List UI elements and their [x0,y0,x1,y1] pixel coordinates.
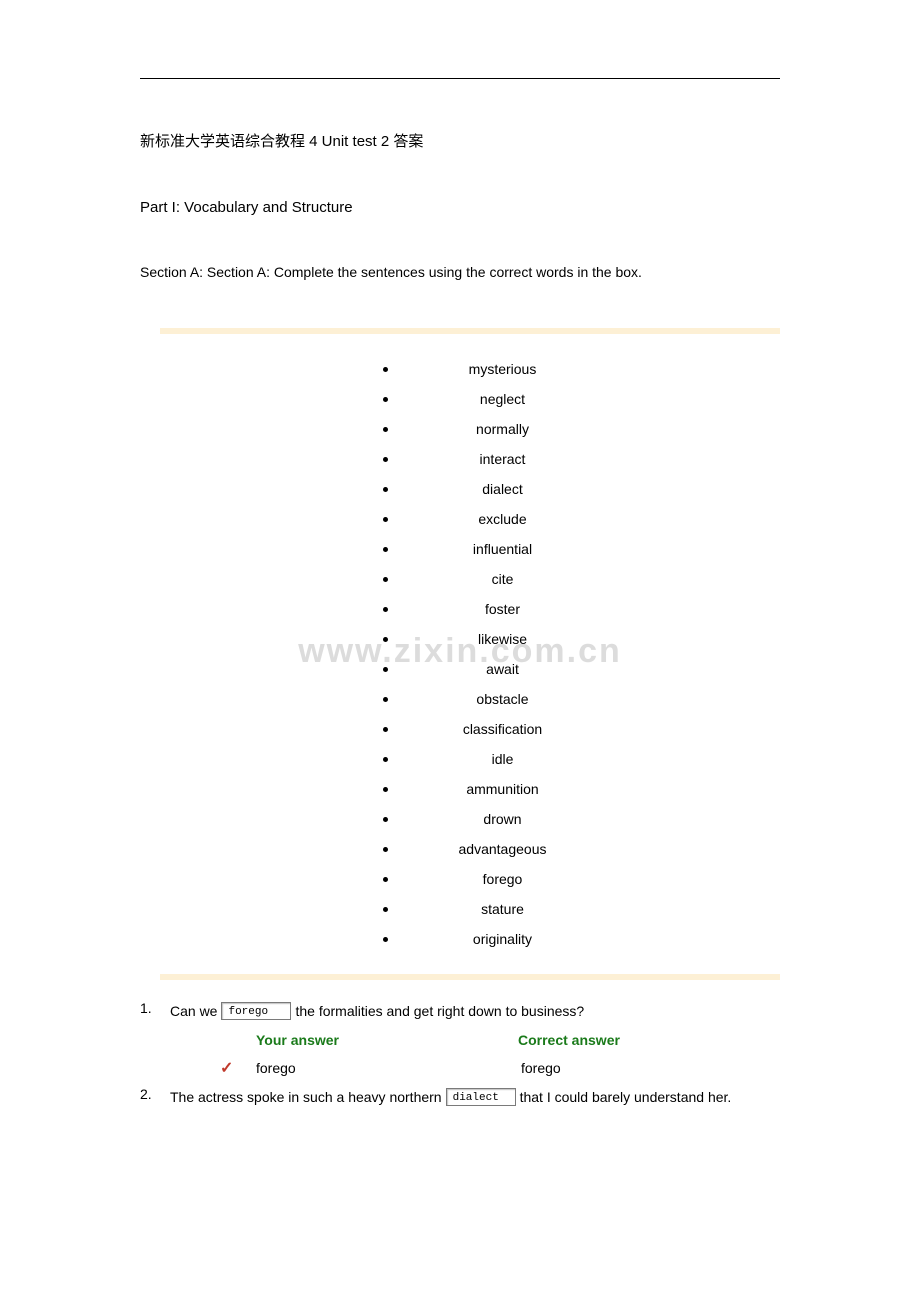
sentence-post: the formalities and get right down to bu… [295,998,584,1024]
band-bottom [160,974,780,980]
bullet-icon [383,427,388,432]
question-body: The actress spoke in such a heavy northe… [160,1084,780,1110]
your-answer-text: forego [256,1060,521,1076]
bullet-icon [383,667,388,672]
questions: 1. Can we forego the formalities and get … [140,998,780,1110]
sentence-pre: The actress spoke in such a heavy northe… [170,1084,442,1110]
word-item: influential [160,534,780,564]
word-list: mysteriousneglectnormallyinteractdialect… [160,354,780,954]
word-item: advantageous [160,834,780,864]
question-row: 1. Can we forego the formalities and get … [140,998,780,1078]
word-text: exclude [448,504,558,534]
question-body: Can we forego the formalities and get ri… [160,998,780,1078]
bullet-icon [383,517,388,522]
word-text: influential [448,534,558,564]
answer-input[interactable]: forego [221,1002,291,1020]
bullet-icon [383,877,388,882]
word-text: normally [448,414,558,444]
top-rule [140,78,780,79]
bullet-icon [383,607,388,612]
bullet-icon [383,397,388,402]
band-top [160,328,780,334]
word-text: neglect [448,384,558,414]
doc-title: 新标准大学英语综合教程 4 Unit test 2 答案 [140,130,780,151]
part-heading: Part I: Vocabulary and Structure [140,199,780,216]
word-box: mysteriousneglectnormallyinteractdialect… [140,328,780,980]
word-text: forego [448,864,558,894]
bullet-icon [383,547,388,552]
correct-answer-text: forego [521,1060,780,1076]
bullet-icon [383,367,388,372]
bullet-icon [383,817,388,822]
word-text: likewise [448,624,558,654]
answer-header: Your answerCorrect answer [256,1032,780,1048]
word-item: foster [160,594,780,624]
bullet-icon [383,487,388,492]
word-item: likewise [160,624,780,654]
word-item: normally [160,414,780,444]
word-item: interact [160,444,780,474]
word-item: cite [160,564,780,594]
word-item: obstacle [160,684,780,714]
word-text: originality [448,924,558,954]
word-text: ammunition [448,774,558,804]
question-number: 2. [140,1084,160,1102]
section-heading: Section A: Section A: Complete the sente… [140,264,780,280]
content-area: 新标准大学英语综合教程 4 Unit test 2 答案 Part I: Voc… [140,130,780,1116]
checkmark-icon: ✓ [220,1058,256,1078]
bullet-icon [383,847,388,852]
word-item: exclude [160,504,780,534]
word-text: await [448,654,558,684]
bullet-icon [383,937,388,942]
bullet-icon [383,457,388,462]
word-item: originality [160,924,780,954]
word-text: foster [448,594,558,624]
word-text: idle [448,744,558,774]
word-text: classification [448,714,558,744]
question-row: 2. The actress spoke in such a heavy nort… [140,1084,780,1110]
bullet-icon [383,727,388,732]
word-item: stature [160,894,780,924]
word-text: obstacle [448,684,558,714]
word-item: idle [160,744,780,774]
bullet-icon [383,637,388,642]
word-text: stature [448,894,558,924]
word-item: forego [160,864,780,894]
answer-values: ✓foregoforego [220,1058,780,1078]
answer-input[interactable]: dialect [446,1088,516,1106]
correct-answer-label: Correct answer [518,1032,780,1048]
word-text: advantageous [448,834,558,864]
word-item: await [160,654,780,684]
bullet-icon [383,697,388,702]
word-item: drown [160,804,780,834]
word-item: mysterious [160,354,780,384]
word-text: dialect [448,474,558,504]
bullet-icon [383,577,388,582]
question-number: 1. [140,998,160,1016]
question-sentence: The actress spoke in such a heavy northe… [170,1084,780,1110]
bullet-icon [383,907,388,912]
your-answer-label: Your answer [256,1032,518,1048]
bullet-icon [383,757,388,762]
word-text: mysterious [448,354,558,384]
word-item: classification [160,714,780,744]
word-text: cite [448,564,558,594]
sentence-post: that I could barely understand her. [520,1084,732,1110]
word-item: dialect [160,474,780,504]
bullet-icon [383,787,388,792]
word-text: drown [448,804,558,834]
word-item: neglect [160,384,780,414]
word-item: ammunition [160,774,780,804]
word-text: interact [448,444,558,474]
sentence-pre: Can we [170,998,217,1024]
question-sentence: Can we forego the formalities and get ri… [170,998,780,1024]
